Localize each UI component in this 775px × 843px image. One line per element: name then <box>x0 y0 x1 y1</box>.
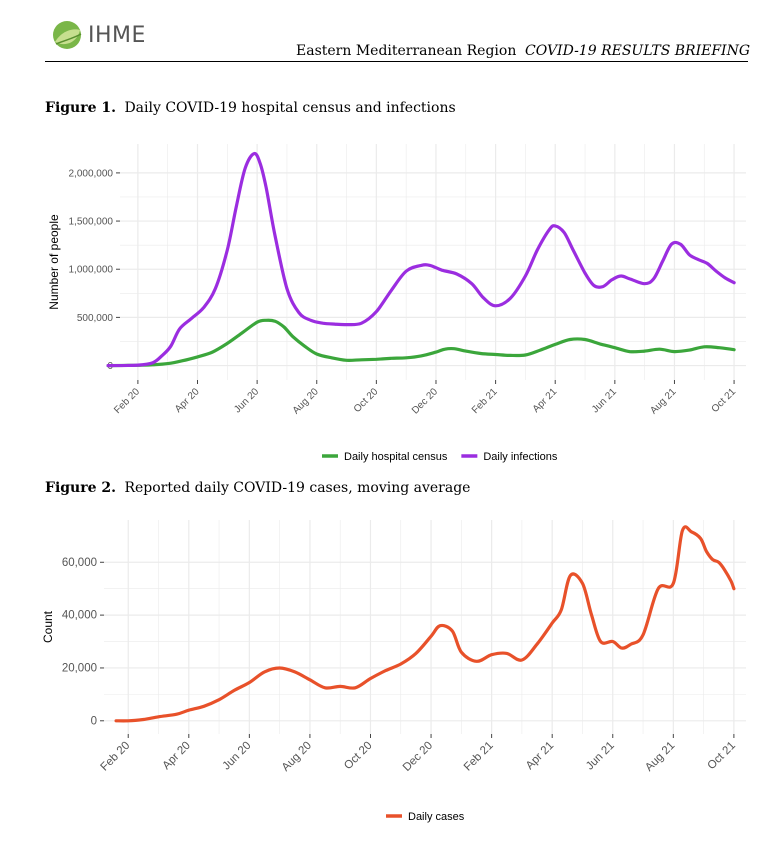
y-axis-title: Count <box>41 610 55 643</box>
x-tick-label: Aug 20 <box>291 386 321 416</box>
x-tick-label: Jun 21 <box>584 740 617 773</box>
ihme-leaf-icon <box>53 21 82 49</box>
figure-1-title: Figure 1. Daily COVID-19 hospital census… <box>45 100 456 116</box>
figure-1-caption: Daily COVID-19 hospital census and infec… <box>124 100 456 116</box>
x-tick-label: Aug 21 <box>643 740 677 774</box>
y-tick-label: 20,000 <box>62 662 97 674</box>
x-tick-label: Feb 21 <box>462 740 496 774</box>
x-tick-label: Apr 21 <box>524 740 556 772</box>
x-tick-label: Aug 20 <box>280 740 314 774</box>
x-tick-label: Jun 21 <box>590 386 619 415</box>
x-tick-label: Jun 20 <box>232 386 261 415</box>
series-line-daily-infections <box>106 151 736 368</box>
logo-text: IHME <box>88 22 146 48</box>
x-tick-label: Oct 20 <box>352 386 381 415</box>
y-axis-title: Number of people <box>47 214 61 310</box>
x-tick-label: Jun 20 <box>221 740 254 773</box>
legend-label-1: Daily infections <box>483 451 557 463</box>
region-title: Eastern Mediterranean Region <box>296 43 517 59</box>
figure-1-label: Figure 1. <box>45 100 116 116</box>
x-tick-label: Aug 21 <box>648 386 678 416</box>
x-tick-label: Oct 21 <box>710 386 739 415</box>
x-tick-label: Oct 21 <box>706 740 738 772</box>
x-tick-label: Apr 20 <box>173 386 202 415</box>
x-tick-label: Apr 20 <box>160 740 192 772</box>
figure-2-title: Figure 2. Reported daily COVID-19 cases,… <box>45 480 470 496</box>
y-tick-label: 60,000 <box>62 557 97 569</box>
y-tick-label: 1,000,000 <box>69 265 114 276</box>
x-tick-label: Oct 20 <box>342 740 374 772</box>
figure-2-caption: Reported daily COVID-19 cases, moving av… <box>124 480 471 496</box>
legend-label-0: Daily hospital census <box>344 451 448 463</box>
x-tick-label: Dec 20 <box>410 386 440 416</box>
x-tick-label: Dec 20 <box>401 740 435 774</box>
x-tick-label: Apr 21 <box>531 386 560 415</box>
y-tick-label: 1,500,000 <box>69 217 114 228</box>
series-line-daily-cases <box>114 525 736 723</box>
briefing-title: COVID-19 RESULTS BRIEFING <box>525 43 751 59</box>
y-tick-label: 500,000 <box>77 313 114 324</box>
x-tick-label: Feb 21 <box>470 386 500 416</box>
figure-2-label: Figure 2. <box>45 480 116 496</box>
chart-daily-cases: Feb 20 Apr 20 Jun 20 Aug 20 Oct 20 Dec 20 Feb … <box>41 520 746 823</box>
y-tick-label: 40,000 <box>62 610 97 622</box>
ihme-logo: IHME <box>52 20 146 50</box>
chart-hospital-census-infections: Feb 20 Apr 20 Jun 20 Aug 20 Oct 20 Dec 20 Feb … <box>47 144 746 463</box>
x-tick-label: Feb 20 <box>99 740 133 774</box>
y-tick-label: 2,000,000 <box>69 168 114 179</box>
header-divider <box>45 61 748 62</box>
legend-label-0: Daily cases <box>408 811 465 823</box>
y-tick-label: 0 <box>91 715 97 727</box>
x-tick-label: Feb 20 <box>112 386 142 416</box>
series-line-daily-hospital-census <box>106 318 736 368</box>
